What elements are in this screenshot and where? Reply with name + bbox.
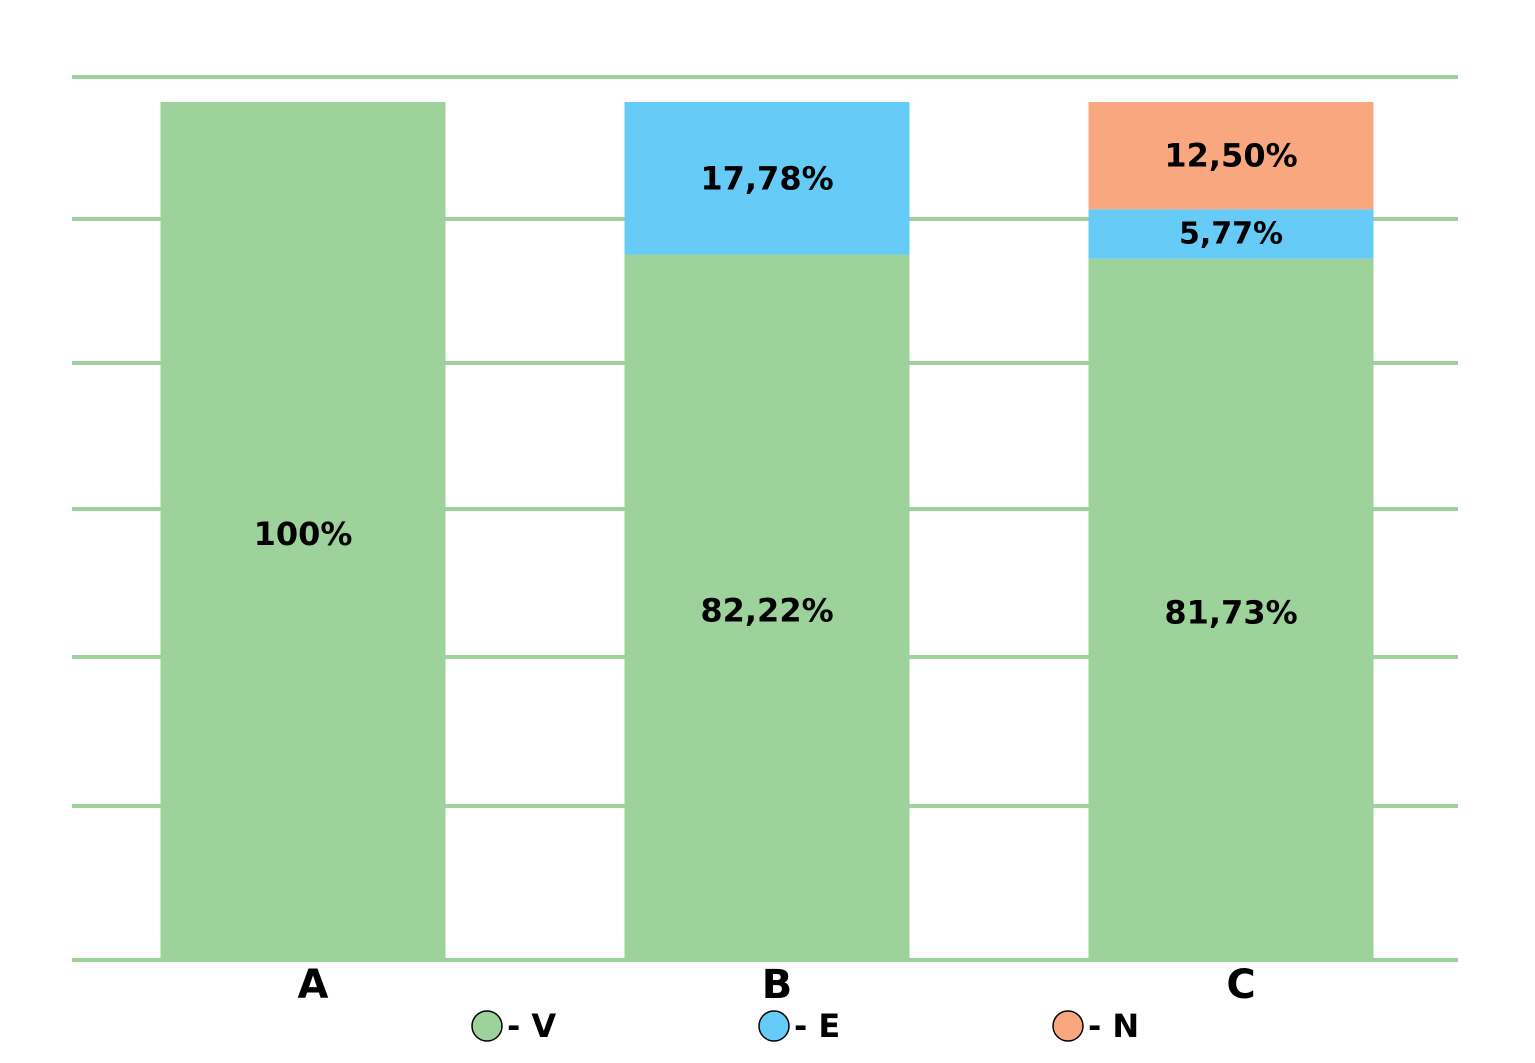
segment-labels: 100% 82,22% 17,78% 81,73% 5,77% 12,50% [254, 137, 1298, 632]
legend: - V- E- N [471, 1007, 1139, 1045]
legend-label-n: - N [1088, 1007, 1139, 1045]
legend-label-e: - E [794, 1007, 840, 1045]
bar-segment-c-e [1088, 209, 1374, 259]
legend-swatch-e [758, 1010, 790, 1042]
bar-segment-a-v [160, 102, 446, 960]
data-label-c-v: 81,73% [1164, 593, 1297, 631]
bars [160, 102, 1374, 961]
bar-segment-c-n [1088, 102, 1374, 210]
bar-segment-b-v [624, 254, 910, 961]
legend-label-v: - V [507, 1007, 556, 1045]
bar-segment-b-e [624, 102, 910, 255]
data-label-b-v: 82,22% [700, 591, 833, 629]
data-label-a-v: 100% [254, 515, 353, 553]
data-label-c-e: 5,77% [1179, 217, 1283, 252]
bar-segment-c-v [1088, 258, 1374, 960]
category-labels: A B C [298, 962, 1256, 1008]
data-label-b-e: 17,78% [700, 159, 833, 197]
x-tick-label-b: B [762, 962, 793, 1008]
x-tick-label-a: A [298, 962, 329, 1008]
legend-swatch-v [471, 1010, 503, 1042]
legend-swatch-n [1052, 1010, 1084, 1042]
data-label-c-n: 12,50% [1164, 137, 1297, 175]
x-tick-label-c: C [1226, 962, 1255, 1008]
